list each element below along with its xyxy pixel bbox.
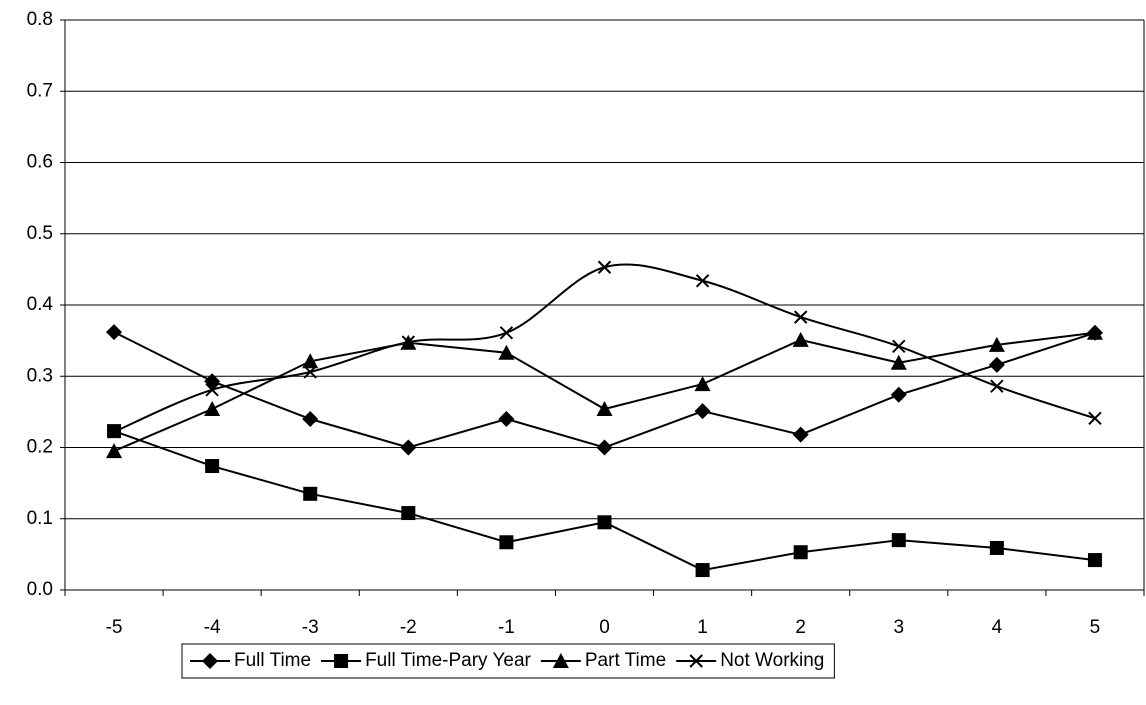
marker bbox=[989, 540, 1004, 555]
y-tick-label: 0.1 bbox=[27, 508, 53, 529]
marker bbox=[890, 354, 907, 370]
y-tick-label: 0.7 bbox=[27, 80, 53, 101]
x-tick-label: 3 bbox=[893, 617, 904, 638]
marker bbox=[205, 459, 220, 474]
marker bbox=[596, 401, 613, 417]
x-tick-label: 5 bbox=[1090, 617, 1101, 638]
y-tick-label: 0.0 bbox=[27, 579, 53, 600]
marker bbox=[1087, 553, 1102, 568]
marker bbox=[302, 411, 319, 427]
legend-label: Full Time bbox=[234, 650, 311, 671]
marker bbox=[597, 260, 612, 274]
legend-label: Not Working bbox=[720, 650, 824, 671]
marker bbox=[552, 653, 569, 668]
marker bbox=[694, 376, 711, 392]
marker bbox=[892, 339, 906, 354]
marker bbox=[793, 545, 808, 560]
x-tick-label: -3 bbox=[302, 617, 319, 638]
marker bbox=[689, 654, 703, 668]
marker bbox=[106, 324, 123, 341]
marker bbox=[891, 533, 906, 548]
marker bbox=[988, 356, 1005, 373]
marker bbox=[107, 425, 121, 439]
marker bbox=[596, 439, 613, 456]
marker bbox=[204, 401, 221, 417]
y-tick-label: 0.8 bbox=[27, 9, 53, 30]
x-tick-label: 1 bbox=[697, 617, 708, 638]
marker bbox=[303, 486, 318, 501]
series-line bbox=[113, 331, 1096, 452]
x-tick-label: 2 bbox=[795, 617, 806, 638]
x-tick-label: 0 bbox=[599, 617, 610, 638]
marker bbox=[204, 373, 221, 390]
legend-label: Part Time bbox=[585, 650, 666, 671]
marker bbox=[695, 563, 710, 578]
marker bbox=[302, 353, 319, 369]
marker bbox=[334, 654, 349, 668]
marker bbox=[890, 386, 907, 403]
marker bbox=[1088, 411, 1102, 425]
marker bbox=[303, 365, 317, 379]
marker bbox=[400, 439, 417, 456]
marker bbox=[401, 506, 416, 521]
legend: Full Time Full Time-Pary Year Part Time Not… bbox=[181, 643, 835, 679]
marker bbox=[498, 411, 515, 427]
x-tick-label: 4 bbox=[992, 617, 1003, 638]
marker bbox=[695, 274, 710, 288]
marker bbox=[988, 336, 1005, 352]
marker bbox=[205, 383, 219, 397]
marker bbox=[694, 403, 711, 420]
marker bbox=[990, 379, 1004, 393]
marker bbox=[792, 331, 809, 347]
marker bbox=[499, 535, 514, 550]
x-tick-label: -2 bbox=[400, 617, 417, 638]
marker bbox=[597, 515, 612, 530]
marker bbox=[498, 344, 515, 360]
marker bbox=[1086, 324, 1103, 340]
y-tick-label: 0.5 bbox=[27, 223, 53, 244]
marker bbox=[401, 335, 416, 349]
legend-label: Full Time-Pary Year bbox=[365, 650, 531, 671]
legend-box bbox=[181, 643, 835, 679]
series-line bbox=[113, 331, 1096, 449]
x-tick-label: -1 bbox=[498, 617, 515, 638]
marker bbox=[792, 426, 809, 443]
x-tick-label: -5 bbox=[106, 617, 123, 638]
marker bbox=[793, 310, 808, 324]
marker bbox=[106, 443, 123, 459]
y-tick-label: 0.3 bbox=[27, 365, 53, 386]
x-tick-label: -4 bbox=[204, 617, 221, 638]
marker bbox=[499, 326, 514, 340]
marker bbox=[202, 653, 218, 669]
y-tick-label: 0.4 bbox=[27, 294, 54, 315]
y-tick-label: 0.6 bbox=[27, 152, 53, 173]
y-tick-label: 0.2 bbox=[27, 437, 53, 458]
